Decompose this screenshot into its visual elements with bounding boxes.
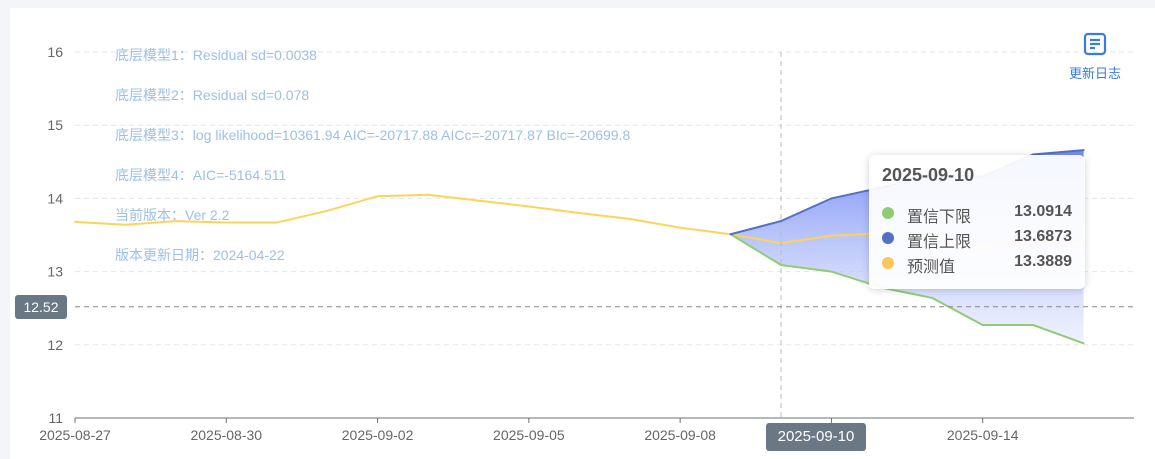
x-tick-label: 2025-09-14 <box>947 427 1019 443</box>
data-point <box>1082 342 1085 345</box>
tooltip-value: 13.3889 <box>1014 253 1072 270</box>
model-note-4: 底层模型4：AIC=-5164.511 <box>115 167 287 183</box>
data-point <box>780 220 782 223</box>
data-point <box>477 199 480 202</box>
data-point <box>679 226 682 229</box>
changelog-button[interactable]: 更新日志 <box>1060 32 1130 82</box>
x-tick-label: 2025-08-30 <box>190 427 262 443</box>
data-point <box>729 233 732 236</box>
data-point <box>527 205 530 208</box>
version-note: 当前版本：Ver 2.2 <box>115 207 230 223</box>
x-tick-label: 2025-09-05 <box>493 427 565 443</box>
x-tick-label: 2025-09-02 <box>342 427 414 443</box>
update-date-note: 版本更新日期：2024-04-22 <box>115 247 285 263</box>
data-point <box>326 209 329 212</box>
data-point <box>830 234 833 237</box>
series-line-lower <box>730 233 1084 345</box>
data-point <box>931 296 934 299</box>
legend-dot-lower <box>882 207 894 219</box>
data-point <box>578 212 581 215</box>
data-point <box>174 220 177 223</box>
x-tick-label: 2025-08-27 <box>39 427 111 443</box>
y-tick-label: 13 <box>47 264 63 280</box>
tooltip-date: 2025-09-10 <box>882 165 975 185</box>
y-tick-label: 16 <box>47 44 63 60</box>
model-note-3: 底层模型3：log likelihood=10361.94 AIC=-20717… <box>115 127 631 143</box>
document-icon <box>1083 32 1107 60</box>
crosshair-y-label: 12.52 <box>15 295 67 319</box>
data-point <box>427 193 429 196</box>
y-tick-label: 14 <box>47 190 63 206</box>
chart-card: 11 12 13 14 15 16 2025-08-27 2025-08-30 2025-09-… <box>10 8 1155 459</box>
data-point <box>628 217 631 220</box>
tooltip-row-lower: 置信下限 13.0914 <box>882 202 1072 226</box>
model-note-1: 底层模型1：Residual sd=0.0038 <box>115 47 317 63</box>
data-point <box>1032 324 1035 327</box>
data-point <box>124 223 127 226</box>
legend-dot-forecast <box>882 257 894 269</box>
data-point <box>830 270 833 273</box>
data-point <box>376 195 379 198</box>
x-tick-label: 2025-09-08 <box>644 427 716 443</box>
tooltip-name: 置信上限 <box>907 234 972 251</box>
tooltip-name: 置信下限 <box>907 209 972 226</box>
tooltip: 2025-09-10 置信下限 13.0914 置信上限 13.6873 预测值… <box>869 155 1085 289</box>
legend-dot-upper <box>882 232 894 244</box>
data-point <box>830 197 833 200</box>
changelog-label: 更新日志 <box>1068 66 1121 81</box>
model-note-2: 底层模型2：Residual sd=0.078 <box>115 87 310 103</box>
data-point <box>981 324 984 327</box>
data-point <box>275 221 278 224</box>
y-tick-label: 11 <box>48 410 63 426</box>
data-point <box>780 264 782 267</box>
tooltip-value: 13.0914 <box>1014 203 1072 220</box>
data-point <box>74 220 76 223</box>
y-tick-label: 12 <box>47 337 63 353</box>
data-point <box>225 221 228 224</box>
tooltip-name: 预测值 <box>907 259 956 276</box>
data-point <box>1032 153 1035 156</box>
data-point <box>1082 149 1085 152</box>
tooltip-row-forecast: 预测值 13.3889 <box>882 252 1072 276</box>
tooltip-row-upper: 置信上限 13.6873 <box>882 227 1072 251</box>
y-tick-label: 15 <box>47 117 63 133</box>
crosshair-x-label: 2025-09-10 <box>766 423 866 451</box>
tooltip-value: 13.6873 <box>1014 228 1072 245</box>
